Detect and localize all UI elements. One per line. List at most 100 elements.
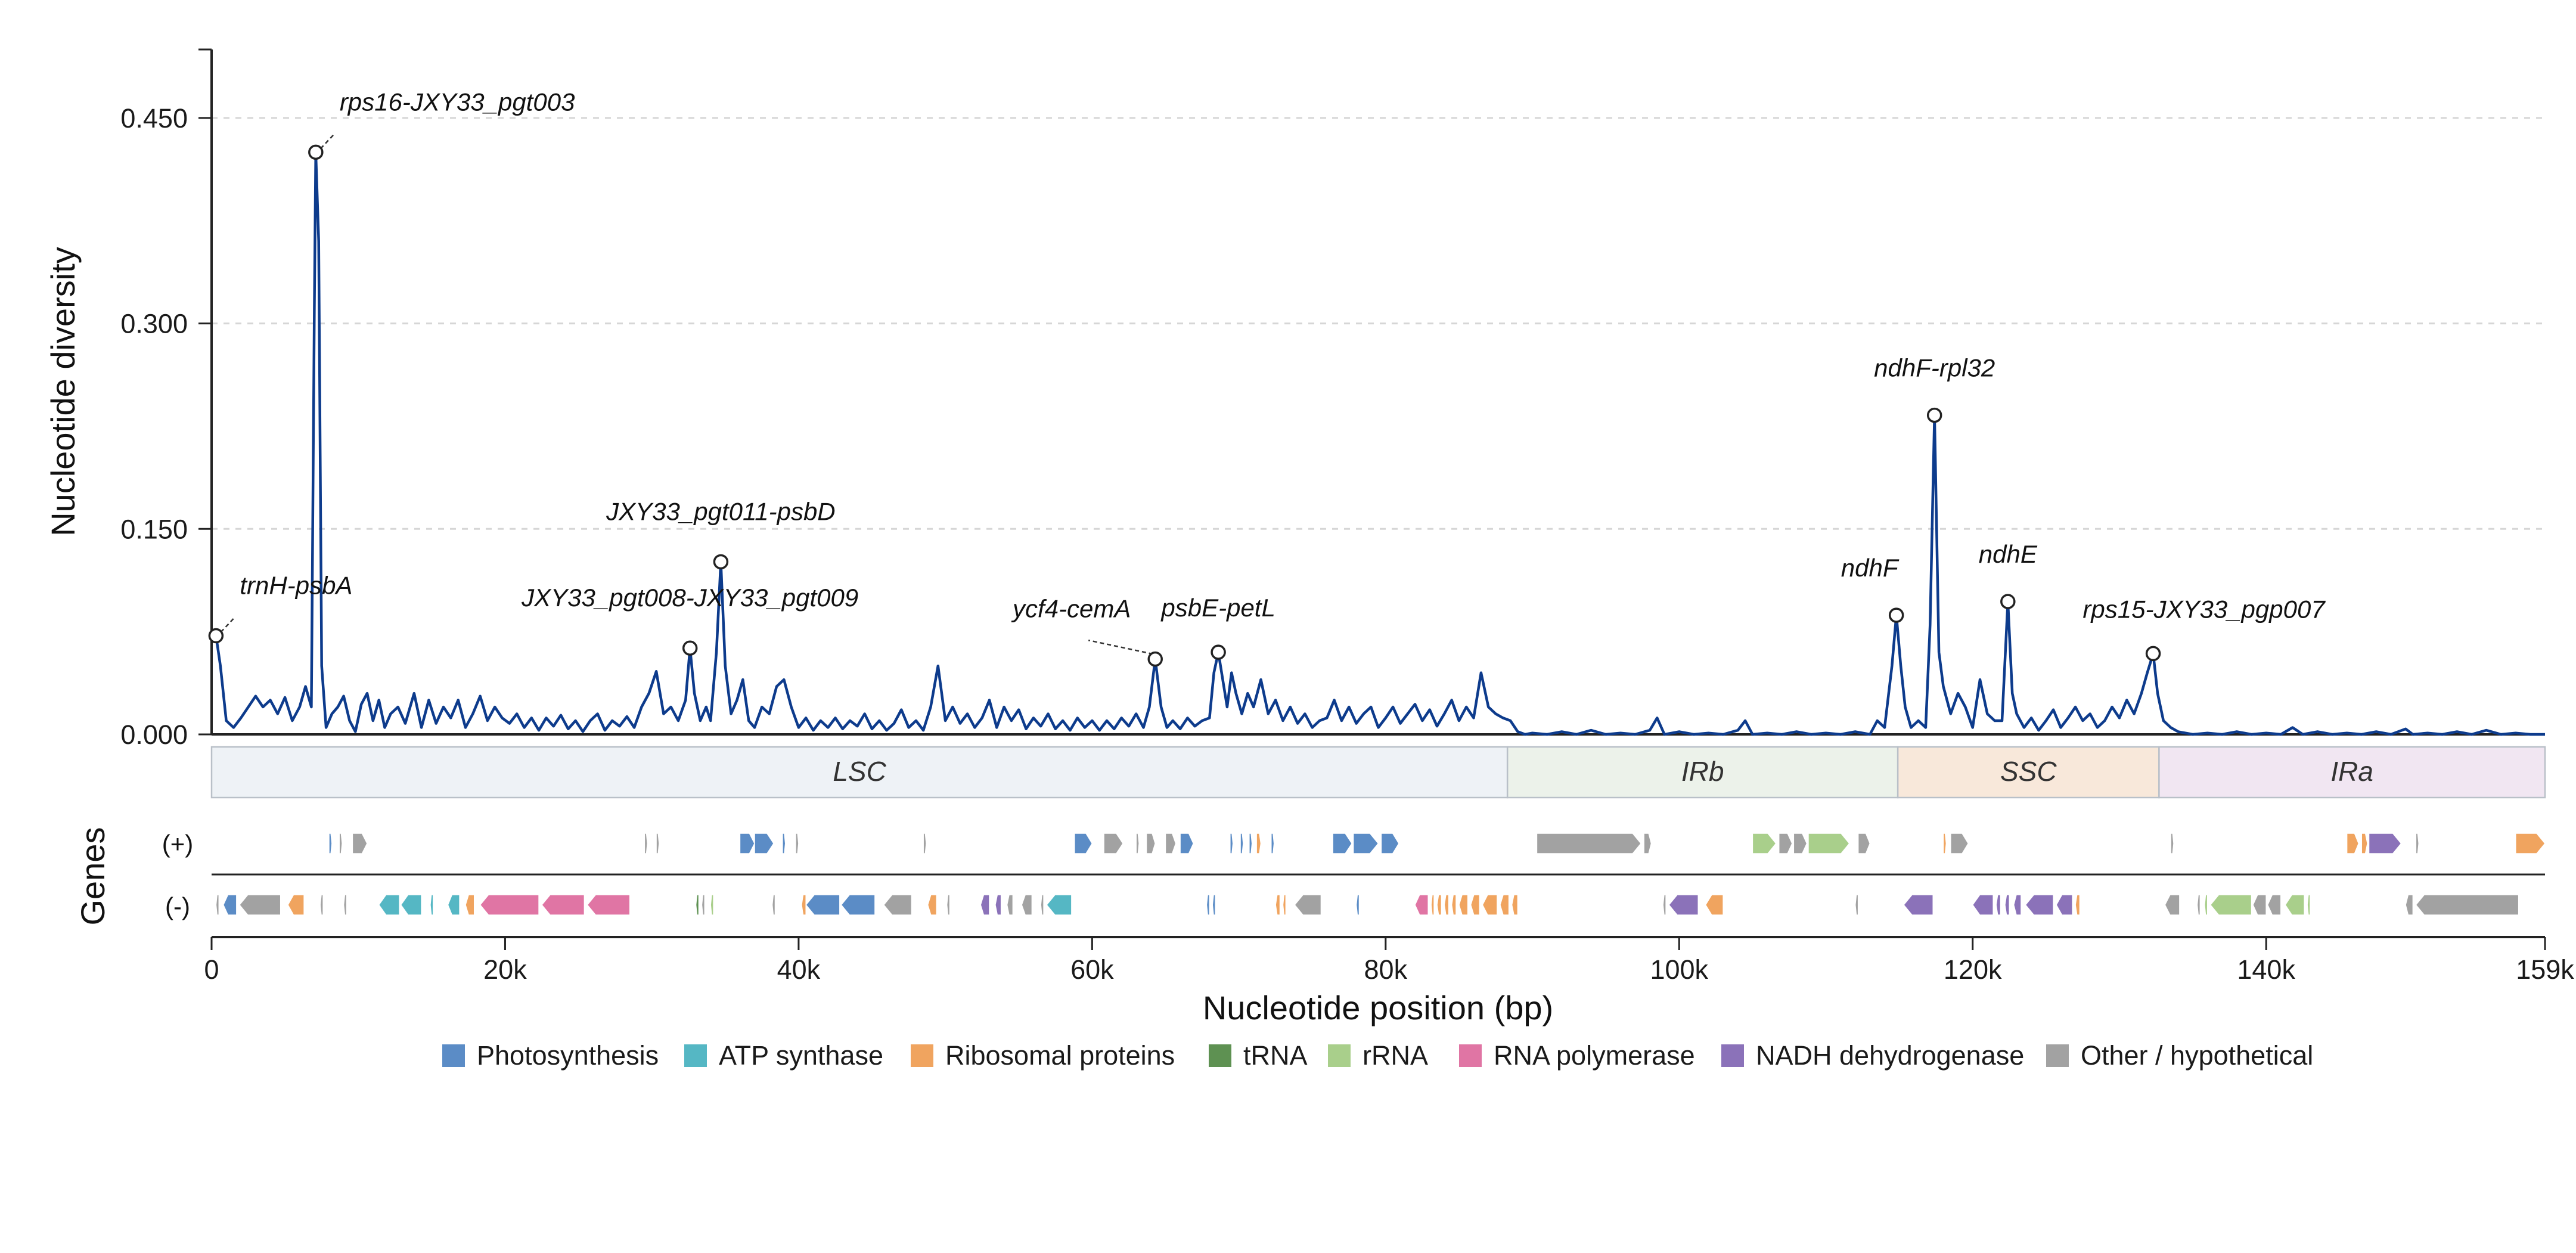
region-label: IRa [2330, 756, 2373, 787]
annotation-marker [713, 554, 729, 570]
gene-arrow [1793, 833, 1808, 854]
gene-arrow [215, 894, 220, 916]
annotation-marker [2145, 646, 2161, 662]
gene-arrow [1206, 894, 1211, 916]
gene-arrow [883, 894, 913, 916]
legend-swatch [442, 1044, 465, 1067]
legend-swatch [1209, 1044, 1231, 1067]
annotation-marker [308, 144, 324, 160]
annotation-marker [1147, 651, 1163, 667]
region-block [210, 746, 1509, 799]
gene-arrow [287, 894, 305, 916]
gene-arrow [1103, 833, 1123, 854]
annotation-label: rps16-JXY33_pgt003 [340, 88, 575, 116]
gene-arrow [2164, 894, 2180, 916]
gene-arrow [586, 894, 631, 916]
legend-label: ATP synthase [719, 1040, 883, 1071]
gene-arrow [923, 833, 927, 854]
x-tick-label: 100k [1650, 954, 1708, 985]
gene-arrow [2515, 833, 2546, 854]
y-tick-label: 0.300 [120, 309, 188, 339]
gene-arrow [1275, 894, 1281, 916]
gene-arrow [2361, 833, 2368, 854]
gene-arrow [980, 894, 990, 916]
x-tick-label: 40k [777, 954, 821, 985]
gene-arrow [1950, 833, 1969, 854]
gene-arrow [2346, 833, 2360, 854]
gene-arrow [739, 833, 755, 854]
genome-regions-bar: LSC IRb SSC IRa [210, 746, 2546, 799]
gene-arrow [352, 833, 368, 854]
gene-arrow [1643, 833, 1652, 854]
legend-label: Photosynthesis [477, 1040, 659, 1071]
gene-arrow [1662, 894, 1666, 916]
gene-arrow [2415, 894, 2519, 916]
genes-track-label: Genes [74, 827, 111, 926]
gene-arrow [2004, 894, 2010, 916]
gene-arrow [701, 894, 706, 916]
gene-arrow [1500, 894, 1510, 916]
gene-arrow [328, 833, 333, 854]
gene-arrow [319, 894, 324, 916]
gene-arrow [771, 894, 776, 916]
annotation-marker [1926, 407, 1942, 423]
gene-arrow [2025, 894, 2054, 916]
gene-arrow [1212, 894, 1216, 916]
annotation-leader [220, 616, 236, 633]
gene-arrow [1046, 894, 1072, 916]
gene-arrow [1536, 833, 1642, 854]
annotation-label: trnH-psbA [240, 572, 352, 600]
gene-arrow [2285, 894, 2305, 916]
gene-arrow [754, 833, 774, 854]
legend-swatch [2046, 1044, 2069, 1067]
gene-arrow [927, 894, 938, 916]
gene-arrow [479, 894, 539, 916]
gene-arrow [710, 894, 714, 916]
legend-swatch [684, 1044, 707, 1067]
gene-arrow [1249, 833, 1253, 854]
annotation-marker [2000, 594, 2016, 609]
gene-arrow [1271, 833, 1275, 854]
annotation-label: ycf4-cemA [1011, 595, 1131, 623]
legend-label: tRNA [1243, 1040, 1308, 1071]
gene-arrow [656, 833, 660, 854]
legend-label: rRNA [1363, 1040, 1428, 1071]
gene-arrow [801, 894, 806, 916]
annotation-marker [682, 640, 698, 656]
x-axis-title: Nucleotide position (bp) [1203, 989, 1553, 1026]
diversity-line [212, 151, 2545, 736]
gene-track [215, 833, 2546, 916]
gene-arrow [1705, 894, 1724, 916]
annotation-leader [319, 132, 336, 150]
region-label: IRb [1681, 756, 1724, 787]
gene-arrow [1854, 894, 1859, 916]
x-tick-label: 20k [483, 954, 527, 985]
annotation-label: ndhF [1841, 554, 1900, 582]
gene-arrow [695, 894, 700, 916]
gene-arrow [1294, 894, 1322, 916]
gene-arrow [2405, 894, 2414, 916]
x-tick-label: 0 [204, 954, 219, 985]
gene-arrow [378, 894, 400, 916]
region-label: LSC [833, 756, 886, 787]
gene-arrow [1135, 833, 1140, 854]
gene-arrow [946, 894, 951, 916]
gene-arrow [1021, 894, 1033, 916]
gene-arrow [2203, 894, 2208, 916]
plus-strand-label: (+) [162, 830, 194, 858]
gene-arrow [430, 894, 434, 916]
annotation-label: JXY33_pgt011-psbD [606, 497, 835, 525]
gene-arrow [2415, 833, 2420, 854]
gene-arrow [995, 894, 1002, 916]
x-tick-label: 159k [2516, 954, 2574, 985]
gene-arrow [1352, 833, 1379, 854]
gene-arrow [1511, 894, 1519, 916]
gene-arrow [1006, 894, 1014, 916]
gene-arrow [1482, 894, 1498, 916]
gene-arrow [1857, 833, 1871, 854]
gene-arrow [343, 894, 347, 916]
gene-arrow [1165, 833, 1177, 854]
gene-arrow [1470, 894, 1481, 916]
legend-swatch [1328, 1044, 1351, 1067]
